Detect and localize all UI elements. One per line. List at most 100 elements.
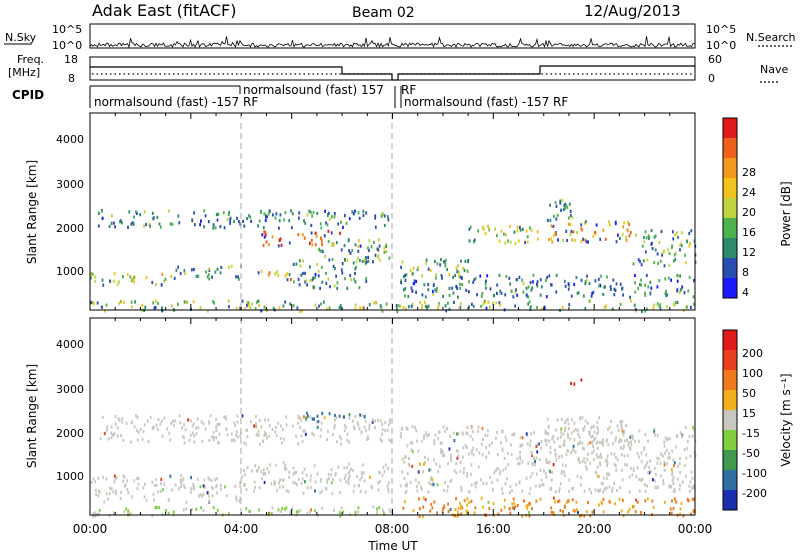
range-cell	[615, 468, 618, 472]
range-cell	[676, 279, 679, 283]
range-cell	[481, 225, 484, 229]
range-cell	[683, 291, 686, 295]
range-cell	[94, 488, 97, 492]
range-cell	[403, 477, 406, 481]
range-cell	[251, 469, 253, 473]
range-cell	[538, 442, 540, 446]
range-cell	[136, 476, 139, 480]
range-cell	[378, 238, 380, 242]
freq-tick-8: 8	[68, 72, 75, 85]
range-cell	[407, 294, 410, 299]
range-cell	[278, 226, 280, 230]
range-cell	[121, 221, 123, 225]
velocity-cbar-label: Velocity [m s⁻¹]	[779, 373, 793, 466]
range-cell	[676, 273, 679, 278]
range-cell	[255, 469, 258, 473]
range-cell	[373, 301, 376, 305]
range-cell	[589, 514, 592, 518]
range-cell	[462, 471, 465, 475]
range-cell	[435, 273, 438, 277]
xtick-2: 08:00	[375, 522, 410, 536]
range-cell	[594, 436, 597, 440]
range-cell	[560, 435, 562, 439]
range-cell	[525, 476, 528, 480]
range-cell	[299, 508, 302, 512]
range-cell	[215, 484, 218, 488]
range-cell	[663, 264, 666, 268]
range-cell	[480, 294, 483, 298]
range-cell	[453, 439, 456, 443]
range-cell	[453, 300, 455, 304]
range-cell	[636, 500, 639, 504]
range-cell	[212, 300, 214, 304]
range-cell	[199, 485, 202, 489]
range-cell	[177, 302, 179, 306]
range-cell	[278, 481, 280, 485]
range-cell	[456, 269, 459, 273]
freq-label-2: [MHz]	[8, 66, 40, 79]
range-cell	[535, 472, 538, 476]
range-cell	[496, 430, 498, 435]
range-cell	[406, 484, 409, 488]
range-cell	[679, 274, 681, 278]
range-cell	[644, 291, 646, 295]
range-cell	[338, 414, 341, 418]
range-cell	[623, 221, 626, 225]
range-cell	[309, 265, 311, 269]
range-cell	[456, 510, 459, 515]
range-cell	[130, 305, 133, 309]
range-cell	[299, 264, 302, 268]
range-cell	[220, 265, 223, 270]
range-cell	[114, 477, 117, 481]
range-cell	[94, 275, 97, 279]
range-cell	[281, 427, 284, 432]
range-cell	[442, 507, 444, 511]
range-cell	[321, 506, 324, 510]
range-cell	[510, 452, 513, 457]
range-cell	[183, 300, 186, 304]
range-cell	[561, 305, 564, 309]
range-cell	[424, 295, 427, 299]
range-cell	[317, 274, 320, 278]
range-cell	[529, 475, 532, 479]
range-cell	[271, 427, 274, 432]
range-cell	[403, 460, 406, 464]
noise-trace	[89, 36, 695, 49]
range-cell	[246, 435, 249, 439]
range-cell	[539, 278, 542, 282]
range-cell	[531, 472, 534, 476]
range-cell	[583, 447, 585, 451]
range-cell	[426, 434, 429, 438]
range-cell	[659, 259, 662, 263]
range-cell	[564, 505, 566, 509]
range-cell	[601, 482, 604, 486]
range-cell	[361, 472, 363, 476]
range-cell	[656, 461, 659, 465]
range-cell	[554, 500, 556, 504]
range-cell	[300, 434, 303, 438]
range-cell	[355, 265, 358, 269]
range-cell	[107, 437, 110, 441]
range-cell	[319, 434, 322, 438]
range-cell	[529, 307, 532, 311]
range-cell	[671, 473, 673, 477]
range-cell	[663, 440, 666, 444]
range-cell	[606, 275, 608, 279]
range-cell	[653, 261, 656, 265]
range-cell	[295, 434, 297, 438]
range-cell	[455, 449, 458, 453]
range-cell	[228, 305, 230, 309]
range-cell	[427, 490, 430, 494]
range-cell	[353, 277, 356, 281]
range-cell	[133, 425, 136, 429]
range-cell	[666, 305, 668, 309]
range-cell	[672, 458, 675, 462]
range-cell	[614, 464, 617, 468]
range-cell	[468, 227, 471, 231]
range-cell	[330, 468, 333, 472]
range-cell	[145, 222, 147, 227]
range-cell	[361, 306, 364, 310]
range-cell	[495, 436, 497, 440]
power-cbar-tick-4: 4	[742, 286, 749, 299]
